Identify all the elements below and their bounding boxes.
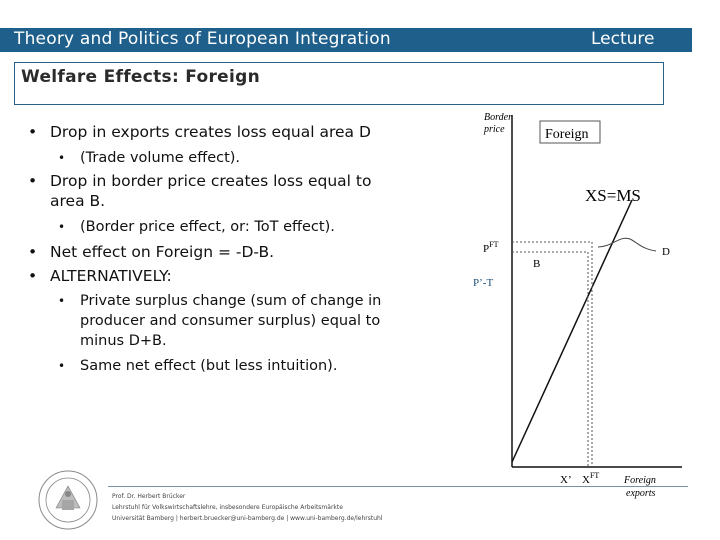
area-b-label: B [533,258,540,270]
curve-label: XS=MS [585,186,641,205]
bullet-item: • ALTERNATIVELY: [28,266,468,286]
bullet-dot-icon: • [58,294,66,308]
sub-bullet-text-line3: minus D+B. [80,333,167,349]
sub-bullet-item: • (Border price effect, or: ToT effect). [58,217,458,237]
bullet-text-line1: Drop in border price creates loss equal … [50,172,372,190]
sub-bullet-item: • Same net effect (but less intuition). [58,356,458,376]
export-supply-diagram: Border price Foreign XS=MS PFT P’-T B D … [473,112,682,499]
x-axis-label-line1: Foreign [623,475,656,486]
lecture-label: Lecture [591,29,655,49]
y-axis-label-line2: price [483,124,505,135]
footer-line-2: Lehrstuhl für Volkswirtschaftslehre, ins… [112,504,343,511]
sub-bullet-text-line1: Private surplus change (sum of change in [80,293,382,309]
header-bar: Theory and Politics of European Integrat… [0,28,692,52]
supply-curve [511,199,633,463]
footer-divider [108,486,688,487]
sub-bullet-text: (Border price effect, or: ToT effect). [80,219,335,235]
sub-bullet-text: (Trade volume effect). [80,150,241,166]
sub-bullet-item: • (Trade volume effect). [58,148,458,168]
bullet-text: Drop in exports creates loss equal area … [50,123,371,141]
bullet-text-line2: area B. [50,192,106,210]
bullet-dot-icon: • [28,123,38,141]
x-axis-label-line2: exports [626,488,656,499]
bullet-text: Net effect on Foreign = -D-B. [50,243,275,261]
bullet-item: • Drop in border price creates loss equa… [28,171,468,211]
sub-bullet-item: • Private surplus change (sum of change … [58,291,458,351]
bullet-item: • Net effect on Foreign = -D-B. [28,242,468,262]
x-ft-label: XFT [582,471,599,486]
p-ft-label: PFT [483,240,499,255]
university-seal-logo [38,470,98,530]
area-d-arrow [597,237,657,252]
footer-line-3: Universität Bamberg | herbert.bruecker@u… [112,515,383,522]
bullet-dot-icon: • [58,151,66,165]
footer-line-1: Prof. Dr. Herbert Brücker [112,493,186,500]
x-prime-label: X’ [560,474,572,486]
foreign-label: Foreign [545,127,589,142]
footer-text: Prof. Dr. Herbert Brücker Lehrstuhl für … [112,491,382,524]
slide-title-box: Welfare Effects: Foreign [14,62,664,105]
foreign-label-box [539,120,601,144]
bullet-dot-icon: • [58,359,66,373]
sub-bullet-text: Same net effect (but less intuition). [80,358,338,374]
bullet-text: ALTERNATIVELY: [50,267,172,285]
course-title: Theory and Politics of European Integrat… [14,29,391,49]
bullet-dot-icon: • [28,172,38,190]
p-t-label: P’-T [473,277,493,289]
bullet-dot-icon: • [28,243,38,261]
bullet-item: • Drop in exports creates loss equal are… [28,122,468,142]
bullet-dot-icon: • [28,267,38,285]
bullet-dot-icon: • [58,220,66,234]
area-d-label: D [662,246,670,258]
sub-bullet-text-line2: producer and consumer surplus) equal to [80,313,381,329]
y-axis-label-line1: Border [484,112,512,123]
slide-title: Welfare Effects: Foreign [21,67,260,87]
